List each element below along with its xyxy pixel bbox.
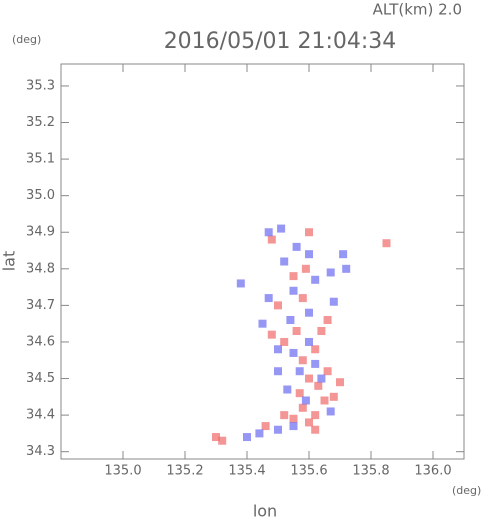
scatter-point: [323, 367, 332, 376]
scatter-point: [264, 294, 273, 303]
x-axis-label: lon: [253, 502, 277, 521]
scatter-point: [305, 250, 313, 259]
scatter-point: [236, 279, 245, 288]
y-tick-label: 35.2: [26, 115, 55, 130]
scatter-point: [311, 359, 320, 368]
scatter-point: [314, 381, 323, 390]
scatter-point: [298, 294, 307, 303]
altitude-annotation: ALT(km) 2.0: [373, 1, 462, 19]
scatter-point: [277, 224, 286, 233]
scatter-point: [329, 297, 338, 306]
scatter-point: [311, 411, 320, 420]
scatter-point: [305, 418, 313, 427]
x-tick-label: 135.8: [352, 464, 389, 479]
scatter-point: [289, 286, 298, 295]
scatter-point: [255, 429, 264, 438]
scatter-point: [305, 308, 313, 317]
scatter-point: [286, 316, 295, 325]
scatter-point: [243, 433, 251, 442]
scatter-point: [329, 392, 338, 401]
scatter-point: [289, 272, 298, 281]
scatter-point: [280, 337, 289, 346]
y-tick-label: 34.9: [26, 225, 55, 240]
scatter-point: [267, 330, 276, 339]
scatter-point: [274, 301, 282, 310]
plot-frame: [60, 63, 465, 460]
scatter-point: [311, 345, 320, 354]
scatter-point: [336, 378, 344, 387]
scatter-point: [298, 403, 307, 412]
y-unit: (deg): [12, 33, 41, 46]
x-unit: (deg): [452, 484, 481, 497]
y-tick-label: 35.1: [26, 152, 55, 167]
chart-title: 2016/05/01 21:04:34: [164, 29, 397, 54]
scatter-point: [339, 250, 348, 259]
scatter-point: [289, 422, 298, 431]
scatter-point: [301, 396, 310, 405]
scatter-point: [323, 316, 332, 325]
scatter-point: [295, 367, 304, 376]
x-tick-label: 135.4: [228, 464, 265, 479]
scatter-point: [264, 228, 273, 237]
scatter-point: [342, 264, 351, 273]
y-tick-label: 34.7: [26, 298, 55, 313]
y-tick-label: 34.3: [26, 444, 55, 459]
scatter-point: [317, 374, 326, 383]
scatter-point: [274, 367, 282, 376]
scatter-point: [295, 389, 304, 398]
x-tick-label: 135.6: [290, 464, 327, 479]
scatter-point: [305, 337, 313, 346]
y-axis-label: lat: [0, 251, 19, 272]
scatter-point: [305, 228, 313, 237]
scatter-point: [320, 396, 329, 405]
x-tick-label: 136.0: [414, 464, 451, 479]
scatter-point: [280, 257, 289, 266]
scatter-point: [301, 264, 310, 273]
x-tick-label: 135.2: [166, 464, 203, 479]
scatter-point: [305, 374, 313, 383]
scatter-point: [283, 385, 292, 394]
scatter-point: [280, 411, 289, 420]
y-tick-label: 35.3: [26, 78, 55, 93]
scatter-point: [292, 242, 301, 251]
y-tick-label: 35.0: [26, 188, 55, 203]
scatter-point: [274, 345, 282, 354]
scatter-point: [317, 326, 326, 335]
scatter-point: [212, 433, 220, 442]
x-tick-label: 135.0: [104, 464, 141, 479]
y-tick-label: 34.8: [26, 261, 55, 276]
scatter-point: [289, 414, 298, 423]
scatter-point: [382, 239, 391, 248]
scatter-point: [289, 348, 298, 357]
scatter-point: [311, 275, 320, 284]
scatter-point: [261, 422, 270, 431]
y-tick-label: 34.4: [26, 408, 55, 423]
y-tick-label: 34.6: [26, 334, 55, 349]
scatter-point: [292, 326, 301, 335]
scatter-point: [298, 356, 307, 365]
y-tick-label: 34.5: [26, 371, 55, 386]
scatter-point: [326, 407, 335, 416]
scatter-point: [218, 436, 227, 445]
scatter-point: [267, 235, 276, 244]
scatter-point: [274, 425, 282, 434]
scatter-point: [311, 425, 320, 434]
scatter-point: [258, 319, 267, 328]
scatter-point: [326, 268, 335, 277]
